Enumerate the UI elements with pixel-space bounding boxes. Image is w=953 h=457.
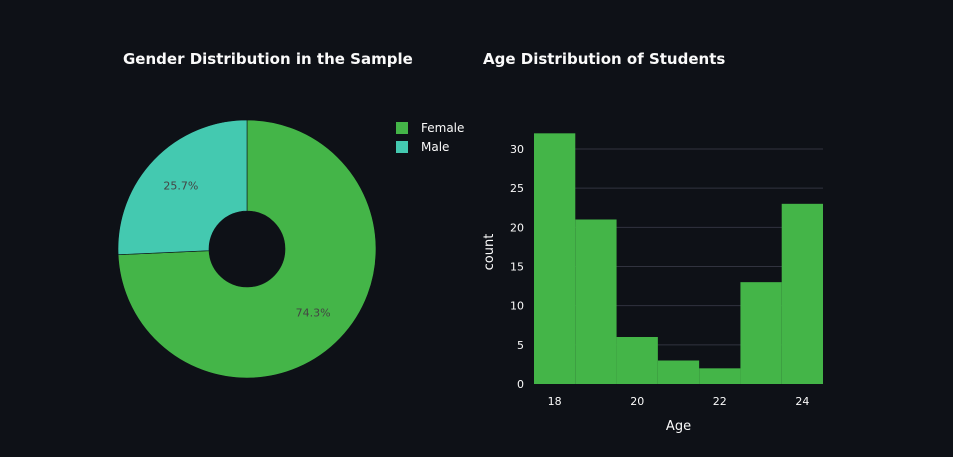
histogram-bar[interactable]	[575, 219, 617, 384]
histogram-bar[interactable]	[616, 336, 658, 384]
pie-slice-label: 74.3%	[296, 306, 331, 319]
histogram-bar[interactable]	[740, 282, 782, 384]
legend-swatch-female[interactable]	[396, 122, 408, 134]
y-tick-label: 30	[510, 143, 524, 156]
histogram-bar[interactable]	[781, 203, 823, 384]
y-tick-label: 10	[510, 300, 524, 313]
pie-chart: 74.3% 25.7%	[117, 119, 377, 379]
legend-label-male[interactable]: Male	[421, 140, 449, 154]
pie-chart-title: Gender Distribution in the Sample	[123, 50, 413, 68]
y-axis-title: count	[482, 234, 497, 271]
y-tick-label: 25	[510, 182, 524, 195]
legend-swatch-male[interactable]	[396, 141, 408, 153]
histogram-bar[interactable]	[534, 133, 576, 384]
histogram-bar[interactable]	[657, 360, 700, 384]
y-tick-label: 5	[517, 339, 524, 352]
y-tick-label: 15	[510, 260, 524, 273]
pie-slice-female[interactable]	[117, 119, 377, 379]
pie-slice-label: 25.7%	[163, 180, 198, 193]
x-tick-label: 20	[630, 395, 644, 408]
histogram: 0 5 10 15 20 25 30 18 20 22 24 Age count	[482, 133, 823, 434]
x-tick-label: 24	[795, 395, 809, 408]
y-tick-label: 0	[517, 378, 524, 391]
histogram-bar[interactable]	[699, 368, 741, 384]
x-axis-title: Age	[666, 419, 691, 434]
pie-slice-male[interactable]	[117, 119, 248, 255]
pie-legend: Female Male	[396, 121, 464, 154]
y-tick-label: 20	[510, 221, 524, 234]
histogram-title: Age Distribution of Students	[483, 50, 726, 68]
x-tick-label: 18	[548, 395, 562, 408]
legend-label-female[interactable]: Female	[421, 121, 464, 135]
x-tick-label: 22	[713, 395, 727, 408]
